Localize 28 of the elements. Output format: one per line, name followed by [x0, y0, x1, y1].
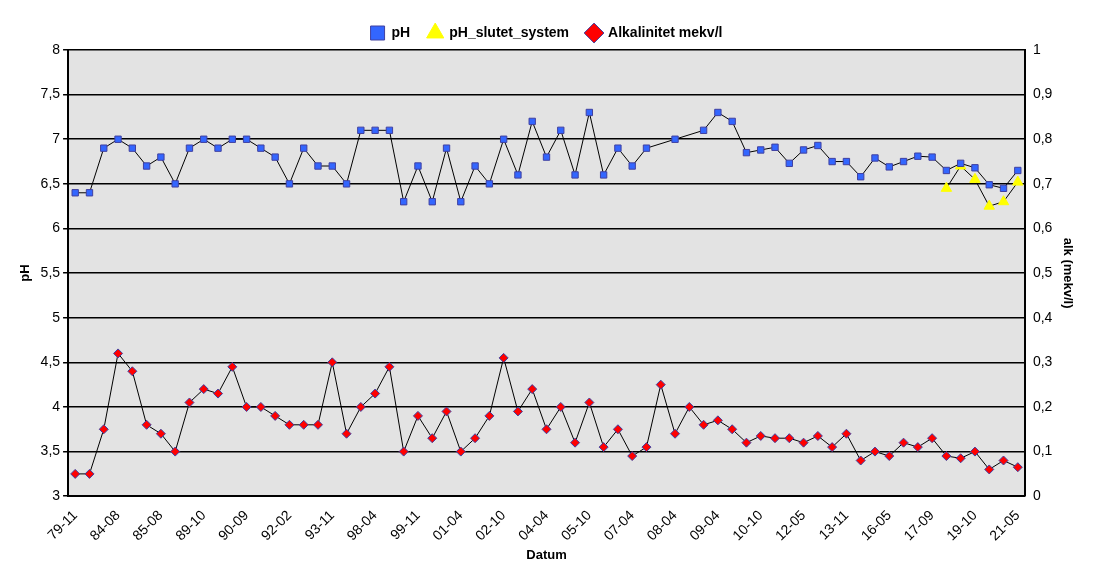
y-tick-label: 7: [52, 130, 61, 147]
legend-label: pH: [391, 23, 411, 40]
y-tick-label: 5,5: [40, 263, 61, 280]
y-tick-label: 3,5: [40, 442, 61, 459]
x-axis-title: Datum: [526, 546, 567, 562]
y2-tick-label: 0,1: [1032, 442, 1053, 459]
y-axis-title: pH: [17, 264, 33, 282]
y-tick-label: 5: [52, 308, 61, 325]
legend-label: pH_slutet_system: [449, 23, 570, 40]
y2-axis-title: alk (mekv/l): [1060, 237, 1076, 309]
y-tick-label: 6,5: [40, 174, 61, 191]
y-tick-label: 3: [52, 487, 61, 504]
y2-tick-label: 1: [1032, 40, 1041, 57]
y2-tick-label: 0,7: [1032, 174, 1053, 191]
y-tick-label: 7,5: [40, 85, 61, 102]
y2-tick-label: 0,8: [1032, 130, 1053, 147]
y2-tick-label: 0,6: [1032, 219, 1053, 236]
y-tick-label: 4: [52, 397, 61, 414]
y2-tick-label: 0,9: [1032, 85, 1053, 102]
y2-tick-label: 0,5: [1032, 263, 1053, 280]
y-tick-label: 4,5: [40, 353, 61, 370]
y2-tick-label: 0,4: [1032, 308, 1053, 325]
y2-tick-label: 0: [1032, 487, 1041, 504]
y2-tick-label: 0,3: [1032, 353, 1053, 370]
y-tick-label: 8: [52, 40, 61, 57]
y2-tick-label: 0,2: [1032, 397, 1053, 414]
y-tick-label: 6: [52, 219, 61, 236]
legend-label: Alkalinitet mekv/l: [608, 23, 723, 40]
